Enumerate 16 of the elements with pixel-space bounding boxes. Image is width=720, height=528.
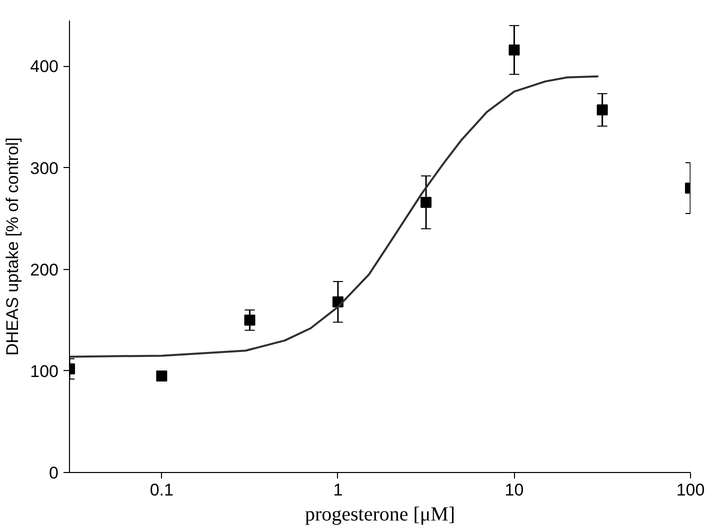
x-tick-label: 1 [333,480,343,500]
y-tick-label: 400 [30,57,59,76]
y-tick-label: 200 [30,260,59,280]
y-tick-label: 100 [30,362,59,381]
y-tick-label: 300 [30,158,59,178]
y-axis-title: DHEAS uptake [% of control] [3,137,22,356]
y-tick-label: 0 [49,464,59,482]
x-tick-label: 100 [676,480,705,500]
point [244,314,256,326]
x-tick-label: 0.1 [150,480,174,500]
x-axis-title: progesterone [μM] [304,504,456,526]
point [156,370,168,382]
point [508,44,520,56]
point [596,104,608,116]
point [420,196,432,208]
x-tick-label: 10 [504,480,524,500]
